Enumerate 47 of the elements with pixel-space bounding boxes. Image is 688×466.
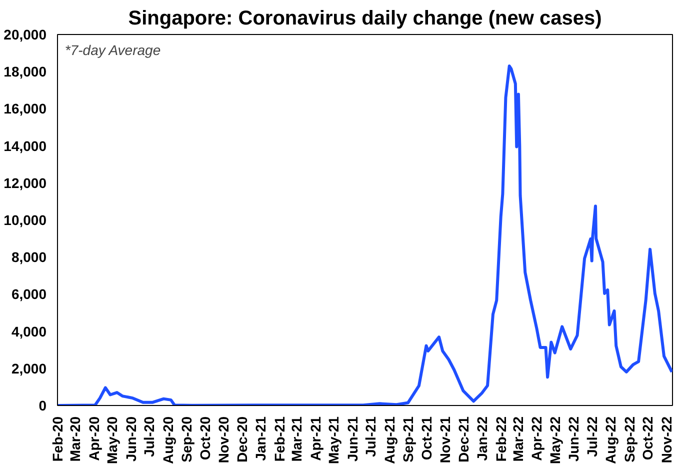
y-tick-label: 4,000 [11,323,47,340]
x-tick-label: Dec-20 [234,416,250,462]
x-tick-label: Jul-21 [362,416,378,457]
y-tick-label: 2,000 [11,360,47,376]
annotation: *7-day Average [64,42,161,58]
x-tick-label: Jun-20 [122,416,139,462]
y-tick-label: 8,000 [11,249,47,266]
x-tick-label: Nov-21 [437,416,454,464]
x-tick-label: Jan-22 [474,416,490,461]
x-tick-label: Nov-20 [216,416,232,464]
x-tick-label: Feb-22 [492,416,509,462]
x-tick-label: Apr-22 [528,416,545,461]
x-tick-label: Apr-21 [307,416,324,461]
x-tick-label: Sep-20 [178,416,195,462]
x-tick-label: May-20 [104,416,120,464]
chart-title: Singapore: Coronavirus daily change (new cases) [128,8,602,30]
x-tick-label: Jun-22 [566,416,582,462]
y-tick-label: 0 [38,398,47,414]
x-tick-label: Oct-21 [418,416,434,460]
y-tick-label: 6,000 [11,286,47,302]
x-tick-label: Nov-22 [658,416,674,464]
y-tick-label: 10,000 [4,212,47,228]
x-tick-label: May-21 [325,416,342,464]
x-tick-label: Oct-22 [640,416,656,460]
x-tick-label: Jul-22 [584,416,600,457]
x-tick-label: Feb-20 [50,416,66,462]
x-tick-label: Jul-20 [141,416,158,457]
y-tick-label: 12,000 [4,174,47,191]
x-tick-label: Dec-21 [455,416,472,462]
y-tick-label: 14,000 [4,138,47,154]
x-tick-label: Feb-21 [271,416,288,462]
x-tick-label: Oct-20 [196,416,213,460]
x-tick-label: Sep-22 [621,416,638,462]
x-tick-label: Mar-20 [67,416,84,462]
x-tick-label: May-22 [546,416,563,464]
x-tick-label: Aug-21 [381,416,398,464]
x-tick-label: Mar-22 [510,416,526,462]
y-tick-label: 16,000 [4,100,47,117]
x-tick-label: Apr-20 [86,416,102,461]
x-tick-label: Aug-22 [602,416,619,464]
x-tick-label: Mar-21 [288,416,304,462]
x-tick-label: Jun-21 [344,416,360,462]
y-tick-label: 18,000 [4,64,47,80]
x-tick-label: Sep-21 [400,416,416,462]
x-tick-label: Aug-20 [160,416,176,464]
x-tick-label: Jan-21 [252,416,269,461]
y-tick-label: 20,000 [4,26,47,42]
